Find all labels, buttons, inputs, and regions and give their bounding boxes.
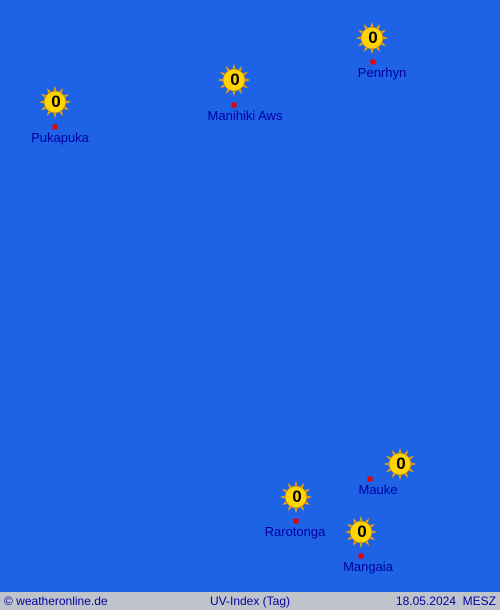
station-label: Pukapuka	[31, 130, 89, 145]
station-label: Rarotonga	[265, 524, 326, 539]
station-marker	[368, 477, 373, 482]
map-title: UV-Index (Tag)	[210, 594, 290, 608]
timezone: MESZ	[463, 594, 496, 608]
station-marker	[53, 125, 58, 130]
sun-icon	[382, 446, 418, 482]
sun-icon	[278, 479, 314, 515]
station-marker	[232, 103, 237, 108]
sun-icon	[37, 84, 73, 120]
station-marker	[294, 519, 299, 524]
attribution-text: © weatheronline.de	[4, 594, 108, 608]
sun-icon	[216, 62, 252, 98]
station-marker	[359, 554, 364, 559]
sun-icon	[354, 20, 390, 56]
station-marker	[371, 60, 376, 65]
station-label: Manihiki Aws	[208, 108, 283, 123]
sun-icon	[343, 514, 379, 550]
uv-index-map: 0Penrhyn0Manihiki Aws0Pukapuka0Mauke0Rar…	[0, 0, 500, 610]
map-footer: © weatheronline.de UV-Index (Tag) 18.05.…	[0, 592, 500, 610]
map-date: 18.05.2024 MESZ	[396, 594, 496, 608]
station-label: Mauke	[358, 482, 397, 497]
date-value: 18.05.2024	[396, 594, 456, 608]
station-label: Mangaia	[343, 559, 393, 574]
station-label: Penrhyn	[358, 65, 406, 80]
